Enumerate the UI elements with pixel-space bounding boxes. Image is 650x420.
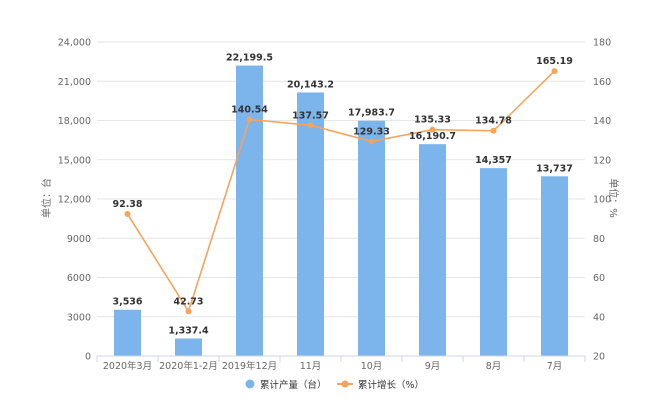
y-right-tick-label: 100 (593, 195, 611, 206)
line-point (185, 308, 192, 315)
bar (358, 120, 385, 356)
bar (419, 144, 446, 356)
line-series (124, 68, 558, 315)
line-point (124, 210, 131, 217)
y-left-tick-label: 6000 (67, 273, 91, 284)
line-data-label: 92.38 (112, 199, 142, 210)
legend-item-line[interactable]: 累计增长（%） (337, 379, 424, 391)
y-right-axis-title: 单位：% (607, 178, 620, 218)
y-left-tick-label: 9000 (67, 234, 91, 245)
y-left-tick-label: 21,000 (58, 77, 91, 88)
y-left-tick-label: 15,000 (58, 155, 91, 166)
x-tick-label: 2019年12月 (222, 360, 277, 372)
x-tick-label: 2020年1-2月 (159, 360, 218, 372)
bar-series (114, 65, 568, 356)
y-right-tick-label: 180 (593, 38, 611, 49)
x-tick-label: 9月 (425, 361, 441, 372)
bar-data-label: 14,357 (475, 155, 512, 166)
legend: 累计产量（台） 累计增长（%） (245, 379, 424, 391)
bar (175, 338, 202, 356)
legend-line-label: 累计增长（%） (358, 379, 424, 391)
x-tick-label: 8月 (486, 361, 502, 372)
y-left-tick-label: 3000 (67, 312, 91, 323)
x-tick-label: 2020年3月 (103, 360, 152, 372)
y-right-tick-label: 120 (593, 155, 611, 166)
y-left-tick-label: 24,000 (58, 38, 91, 49)
y-left-tick-label: 18,000 (58, 116, 91, 127)
y-right-tick-label: 60 (593, 273, 605, 284)
line-point (368, 138, 375, 145)
line-data-label: 129.33 (353, 126, 390, 137)
bar-data-label: 16,190.7 (409, 131, 456, 142)
legend-line-marker (341, 380, 349, 388)
line-data-label: 137.57 (292, 110, 329, 121)
bar (114, 309, 141, 356)
line-data-label: 140.54 (231, 104, 268, 115)
bar-data-label: 13,737 (536, 163, 573, 174)
line-point (246, 116, 253, 123)
legend-bar-label: 累计产量（台） (260, 379, 327, 391)
y-right-tick-label: 20 (593, 352, 605, 363)
line-point (429, 126, 436, 133)
data-labels: 3,536 1,337.4 22,199.5 20,143.2 17,983.7 16,1… (112, 53, 572, 337)
axes: 0 3000 6000 9000 12,000 15,000 18,000 21,000 24,… (58, 38, 611, 373)
line-data-label: 42.73 (173, 296, 203, 307)
x-tick-label: 10月 (361, 361, 383, 372)
bar-data-label: 3,536 (112, 297, 142, 308)
bar-data-label: 20,143.2 (287, 79, 334, 90)
y-right-tick-label: 160 (593, 77, 611, 88)
y-left-tick-label: 0 (85, 352, 91, 363)
line-point (307, 122, 314, 129)
x-tick-label: 11月 (300, 361, 322, 372)
x-tick-label: 7月 (547, 361, 563, 372)
bar (297, 92, 324, 356)
line-point (551, 68, 558, 75)
y-right-tick-label: 80 (593, 234, 605, 245)
bar (236, 65, 263, 356)
bar (541, 176, 568, 356)
line-point (490, 127, 497, 134)
bar-data-label: 17,983.7 (348, 108, 395, 119)
line-data-label: 134.78 (475, 116, 512, 127)
y-right-tick-label: 140 (593, 116, 611, 127)
line-data-label: 135.33 (414, 115, 451, 126)
grid-lines (97, 41, 585, 318)
bar-data-label: 1,337.4 (168, 326, 209, 337)
y-left-axis-title: 单位：台 (40, 178, 53, 218)
bar (480, 168, 507, 356)
y-right-tick-label: 40 (593, 312, 605, 323)
y-left-tick-label: 12,000 (58, 195, 91, 206)
bar-data-label: 22,199.5 (226, 53, 273, 64)
legend-bar-marker (245, 379, 255, 389)
line-data-label: 165.19 (536, 56, 573, 67)
legend-item-bar[interactable]: 累计产量（台） (245, 379, 327, 391)
line-path (126, 70, 556, 314)
